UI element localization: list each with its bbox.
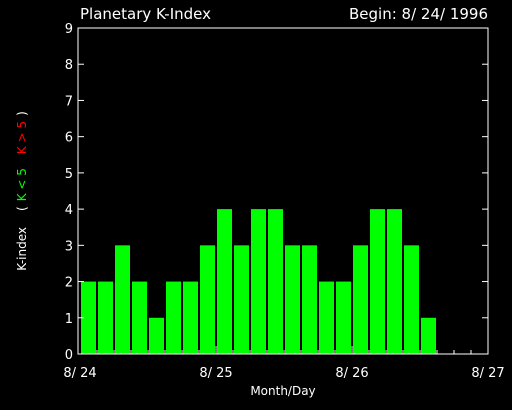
y-tick-label: 6 bbox=[65, 131, 73, 146]
y-axis: 0 1 2 3 4 5 6 7 8 9 bbox=[65, 22, 488, 363]
x-axis-label: Month/Day bbox=[250, 384, 315, 398]
x-tick-label: 8/ 25 bbox=[199, 366, 232, 381]
x-axis: 8/ 24 8/ 25 8/ 26 8/ 27 bbox=[63, 346, 505, 381]
y-tick-label: 0 bbox=[65, 348, 73, 363]
bar-16 bbox=[336, 281, 351, 354]
chart-title: Planetary K-Index bbox=[80, 5, 211, 23]
bar-20 bbox=[404, 245, 419, 354]
y-tick-label: 8 bbox=[65, 58, 73, 73]
y-axis-label-paren-open: ( bbox=[15, 206, 29, 211]
bar-14 bbox=[302, 245, 317, 354]
bar-15 bbox=[319, 281, 334, 354]
bar-13 bbox=[285, 245, 300, 354]
begin-date-label: Begin: 8/ 24/ 1996 bbox=[349, 5, 488, 23]
bar-2 bbox=[98, 281, 113, 354]
bar-19 bbox=[387, 209, 402, 354]
y-tick-label: 7 bbox=[65, 94, 73, 109]
bar-8 bbox=[200, 245, 215, 354]
y-axis-label-paren-close: ) bbox=[15, 111, 29, 116]
bar-7 bbox=[183, 281, 198, 354]
bar-5 bbox=[149, 317, 164, 354]
y-tick-label: 9 bbox=[65, 22, 73, 37]
bar-11 bbox=[251, 209, 266, 354]
x-tick-label: 8/ 27 bbox=[471, 366, 504, 381]
y-axis-label-high: K > 5 bbox=[15, 121, 29, 154]
y-tick-label: 2 bbox=[65, 276, 73, 291]
bar-4 bbox=[132, 281, 147, 354]
bar-3 bbox=[115, 245, 130, 354]
y-axis-label-prefix: K-index bbox=[15, 227, 29, 271]
y-tick-label: 5 bbox=[65, 167, 73, 182]
y-axis-label-low: K < 5 bbox=[15, 168, 29, 201]
y-axis-label: K-index ( K < 5 K > 5) bbox=[15, 111, 29, 271]
bar-6 bbox=[166, 281, 181, 354]
y-tick-label: 4 bbox=[65, 203, 73, 218]
bar-9 bbox=[217, 209, 232, 354]
bar-series bbox=[81, 209, 436, 354]
bar-17 bbox=[353, 245, 368, 354]
x-tick-label: 8/ 24 bbox=[63, 366, 96, 381]
bar-1 bbox=[81, 281, 96, 354]
plot-frame bbox=[77, 27, 489, 355]
y-tick-label: 1 bbox=[65, 312, 73, 327]
bar-18 bbox=[370, 209, 385, 354]
bar-10 bbox=[234, 245, 249, 354]
x-tick-label: 8/ 26 bbox=[335, 366, 368, 381]
bar-12 bbox=[268, 209, 283, 354]
y-tick-label: 3 bbox=[65, 239, 73, 254]
bar-21 bbox=[421, 317, 436, 354]
